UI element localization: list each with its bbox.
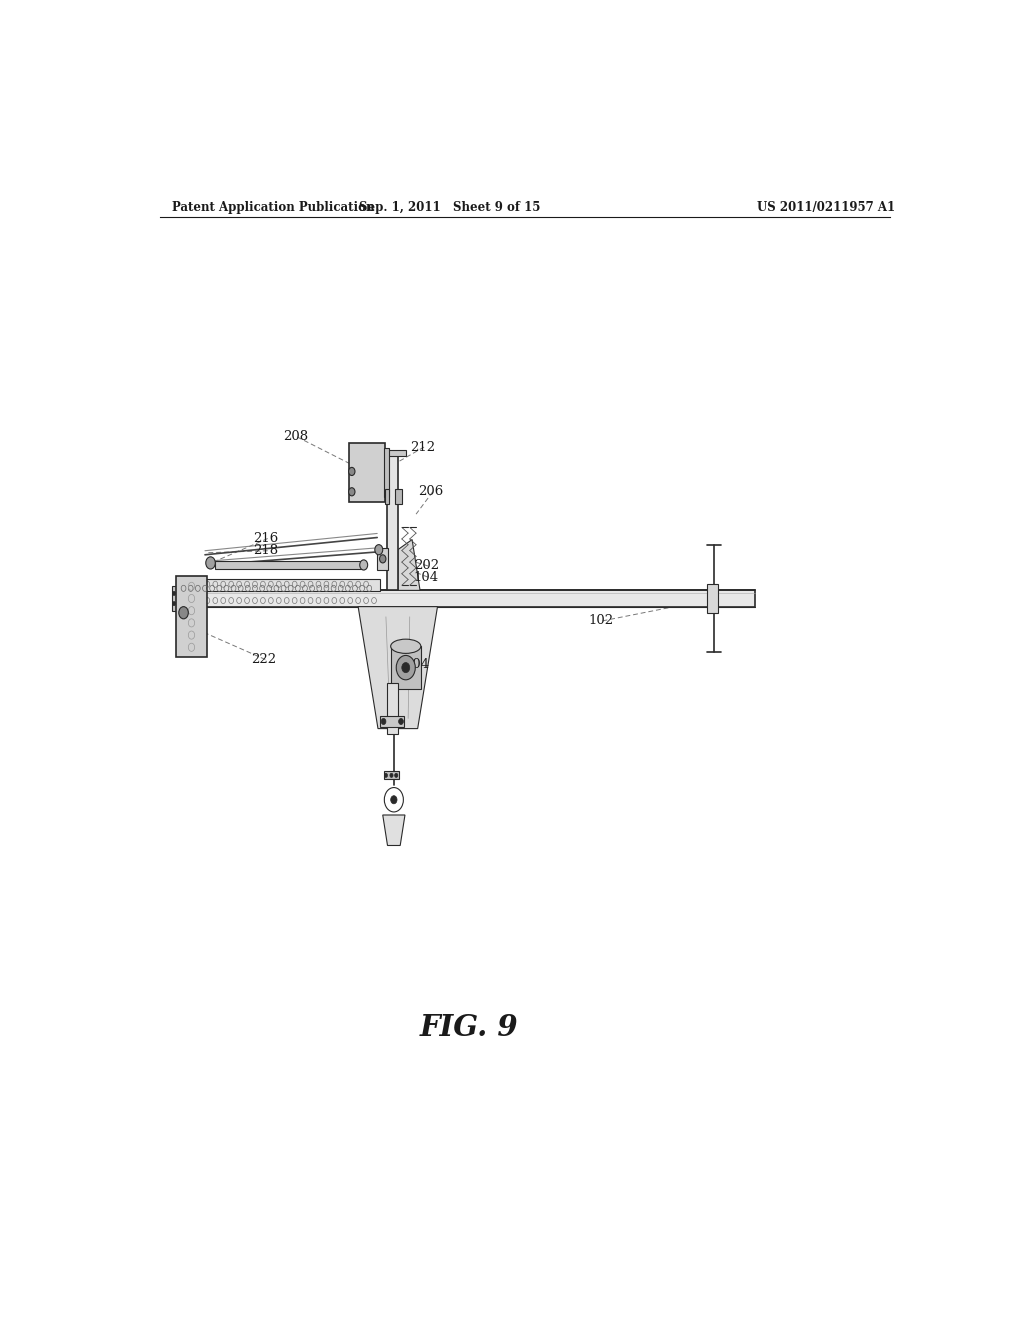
Bar: [707, 585, 719, 612]
Polygon shape: [397, 540, 420, 590]
Text: FIG. 9: FIG. 9: [420, 1012, 518, 1041]
Text: 212: 212: [410, 441, 435, 454]
Text: Sep. 1, 2011   Sheet 9 of 15: Sep. 1, 2011 Sheet 9 of 15: [358, 201, 540, 214]
Bar: [384, 771, 399, 779]
Circle shape: [359, 560, 368, 570]
Bar: [176, 576, 207, 657]
Circle shape: [398, 718, 403, 725]
Bar: [395, 488, 401, 504]
Bar: [379, 450, 406, 457]
Circle shape: [179, 607, 188, 619]
Circle shape: [394, 774, 397, 777]
Text: 204: 204: [404, 659, 429, 671]
Text: 102: 102: [588, 614, 613, 627]
Bar: [172, 586, 176, 611]
Bar: [387, 453, 398, 590]
Text: 202: 202: [414, 560, 439, 573]
Bar: [183, 579, 380, 591]
Circle shape: [401, 663, 410, 673]
Circle shape: [348, 487, 355, 496]
Circle shape: [348, 467, 355, 475]
Polygon shape: [358, 607, 437, 729]
Circle shape: [206, 557, 215, 569]
Circle shape: [381, 718, 386, 725]
Bar: [391, 647, 421, 689]
Text: 222: 222: [251, 653, 276, 667]
Text: 208: 208: [283, 430, 308, 444]
Bar: [387, 682, 398, 734]
Circle shape: [384, 774, 387, 777]
Bar: [385, 488, 389, 504]
Bar: [176, 590, 755, 607]
Ellipse shape: [391, 639, 421, 653]
Text: 216: 216: [253, 532, 279, 545]
Bar: [377, 548, 388, 570]
Text: 218: 218: [253, 544, 279, 557]
Circle shape: [172, 602, 176, 606]
Bar: [215, 561, 364, 569]
Circle shape: [390, 774, 393, 777]
Bar: [384, 447, 389, 496]
Circle shape: [391, 796, 397, 804]
Circle shape: [396, 656, 416, 680]
Text: US 2011/0211957 A1: US 2011/0211957 A1: [758, 201, 895, 214]
Circle shape: [172, 591, 176, 595]
Circle shape: [375, 545, 383, 554]
Circle shape: [380, 554, 386, 562]
Text: Patent Application Publication: Patent Application Publication: [172, 201, 374, 214]
Polygon shape: [383, 814, 404, 846]
Text: 104: 104: [414, 570, 439, 583]
Text: 206: 206: [419, 486, 443, 498]
Bar: [380, 717, 404, 726]
Bar: [349, 444, 385, 502]
